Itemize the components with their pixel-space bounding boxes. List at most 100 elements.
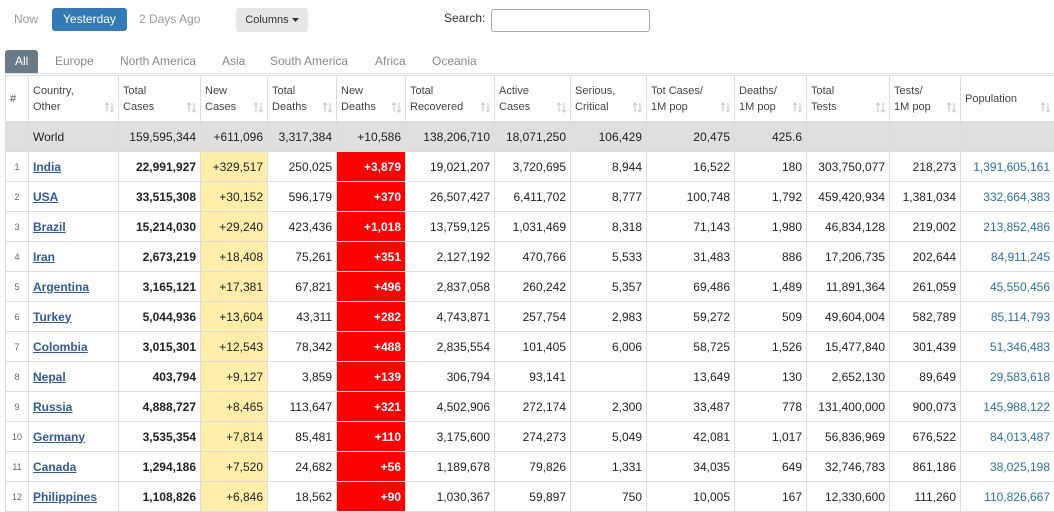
- column-header[interactable]: Total Tests: [807, 76, 890, 122]
- region-tab[interactable]: North America: [110, 50, 206, 73]
- cell: 58,725: [647, 332, 735, 362]
- country-link[interactable]: Brazil: [29, 212, 119, 242]
- region-tab[interactable]: Asia: [212, 50, 255, 73]
- column-header[interactable]: Total Cases: [119, 76, 201, 122]
- cell: World: [29, 122, 119, 152]
- cell: 85,481: [268, 422, 337, 452]
- cell: +282: [337, 302, 406, 332]
- cell: +139: [337, 362, 406, 392]
- cell: 13,759,125: [406, 212, 495, 242]
- cell: 3,175,600: [406, 422, 495, 452]
- cell: +110: [337, 422, 406, 452]
- country-link[interactable]: India: [29, 152, 119, 182]
- cell: +90: [337, 482, 406, 512]
- cell: 272,174: [495, 392, 571, 422]
- cell: 12,330,600: [807, 482, 890, 512]
- cell: 5,357: [571, 272, 647, 302]
- country-link[interactable]: Colombia: [29, 332, 119, 362]
- day-tab[interactable]: 2 Days Ago: [129, 8, 210, 31]
- cell: 2,983: [571, 302, 647, 332]
- country-link[interactable]: USA: [29, 182, 119, 212]
- cell: 900,073: [890, 392, 961, 422]
- column-header[interactable]: New Cases: [201, 76, 268, 122]
- cell: 29,583,618: [961, 362, 1054, 392]
- column-header[interactable]: New Deaths: [337, 76, 406, 122]
- region-tab[interactable]: South America: [260, 50, 358, 73]
- caret: [292, 18, 299, 22]
- cell: 1,381,034: [890, 182, 961, 212]
- region-tab[interactable]: Africa: [365, 50, 416, 73]
- column-header[interactable]: Tot Cases/ 1M pop: [647, 76, 735, 122]
- day-tab[interactable]: Now: [4, 8, 48, 31]
- region-tab[interactable]: Europe: [45, 50, 104, 73]
- cell: 111,260: [890, 482, 961, 512]
- column-header[interactable]: Deaths/ 1M pop: [735, 76, 807, 122]
- country-link[interactable]: Philippines: [29, 482, 119, 512]
- cell: +3,879: [337, 152, 406, 182]
- cell: 2: [6, 182, 29, 212]
- cell: 861,186: [890, 452, 961, 482]
- country-link[interactable]: Argentina: [29, 272, 119, 302]
- cell: 7: [6, 332, 29, 362]
- day-tab[interactable]: Yesterday: [52, 8, 127, 31]
- region-tab[interactable]: All: [5, 50, 38, 73]
- country-link[interactable]: Turkey: [29, 302, 119, 332]
- search-input[interactable]: [491, 9, 650, 32]
- cell: 18,562: [268, 482, 337, 512]
- cell: +29,240: [201, 212, 268, 242]
- cell: +351: [337, 242, 406, 272]
- country-link[interactable]: Canada: [29, 452, 119, 482]
- column-header[interactable]: Population: [961, 76, 1054, 122]
- column-header[interactable]: Country, Other: [29, 76, 119, 122]
- cell: 26,507,427: [406, 182, 495, 212]
- cell: 20,475: [647, 122, 735, 152]
- cell: +8,465: [201, 392, 268, 422]
- column-header[interactable]: Total Deaths: [268, 76, 337, 122]
- country-link[interactable]: Iran: [29, 242, 119, 272]
- cell: +1,018: [337, 212, 406, 242]
- cell: 2,300: [571, 392, 647, 422]
- country-link[interactable]: Germany: [29, 422, 119, 452]
- cell: 303,750,077: [807, 152, 890, 182]
- sort-icon: [947, 102, 956, 113]
- sort-icon: [721, 102, 730, 113]
- cell: 403,794: [119, 362, 201, 392]
- cell: 71,143: [647, 212, 735, 242]
- cell: 22,991,927: [119, 152, 201, 182]
- columns-button[interactable]: Columns: [236, 8, 308, 32]
- cell: 2,835,554: [406, 332, 495, 362]
- cell: 676,522: [890, 422, 961, 452]
- cell: [807, 122, 890, 152]
- country-link[interactable]: Nepal: [29, 362, 119, 392]
- column-header[interactable]: Active Cases: [495, 76, 571, 122]
- cell: 1,017: [735, 422, 807, 452]
- cell: +611,096: [201, 122, 268, 152]
- cell: 84,013,487: [961, 422, 1054, 452]
- cell: 750: [571, 482, 647, 512]
- cell: 10,005: [647, 482, 735, 512]
- cell: 8,944: [571, 152, 647, 182]
- cell: 4,888,727: [119, 392, 201, 422]
- cell: +30,152: [201, 182, 268, 212]
- region-tab[interactable]: Oceania: [422, 50, 487, 73]
- cell: 886: [735, 242, 807, 272]
- columns-label: Columns: [245, 14, 288, 26]
- cell: 38,025,198: [961, 452, 1054, 482]
- cell: 6: [6, 302, 29, 332]
- column-header[interactable]: Tests/ 1M pop: [890, 76, 961, 122]
- column-header[interactable]: Serious, Critical: [571, 76, 647, 122]
- cell: 3,535,354: [119, 422, 201, 452]
- cell: 5,049: [571, 422, 647, 452]
- cell: 8: [6, 362, 29, 392]
- column-header: #: [6, 76, 29, 122]
- cell: +496: [337, 272, 406, 302]
- cell: 12: [6, 482, 29, 512]
- country-link[interactable]: Russia: [29, 392, 119, 422]
- cell: 67,821: [268, 272, 337, 302]
- cell: 250,025: [268, 152, 337, 182]
- column-header[interactable]: Total Recovered: [406, 76, 495, 122]
- cell: +370: [337, 182, 406, 212]
- cell: 1,980: [735, 212, 807, 242]
